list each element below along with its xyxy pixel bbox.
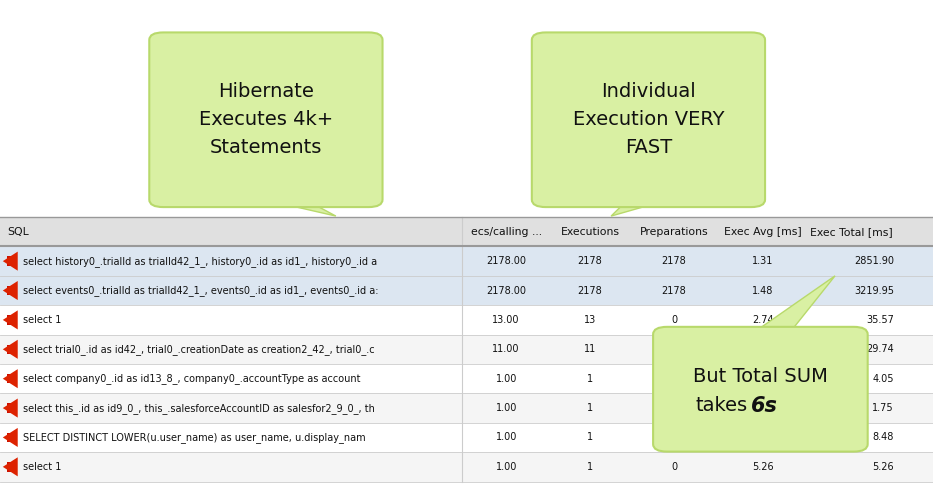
FancyBboxPatch shape	[149, 32, 383, 207]
Text: select this_.id as id9_0_, this_.salesforceAccountID as salesfor2_9_0_, th: select this_.id as id9_0_, this_.salesfo…	[23, 403, 375, 414]
Text: 2178: 2178	[661, 285, 687, 295]
FancyBboxPatch shape	[0, 276, 933, 305]
Text: 8.48: 8.48	[752, 433, 773, 443]
Text: 2.74: 2.74	[752, 315, 773, 325]
FancyBboxPatch shape	[0, 247, 933, 276]
Text: 2178.00: 2178.00	[486, 256, 526, 266]
Text: 11.00: 11.00	[493, 344, 520, 354]
Text: Exec Total [ms]: Exec Total [ms]	[810, 227, 893, 237]
FancyBboxPatch shape	[7, 403, 14, 413]
Polygon shape	[3, 399, 18, 418]
Text: select events0_.trialId as trialId42_1_, events0_.id as id1_, events0_.id a:: select events0_.trialId as trialId42_1_,…	[23, 285, 379, 296]
Text: 8.48: 8.48	[872, 433, 894, 443]
Text: 1: 1	[587, 403, 593, 413]
Text: 11: 11	[584, 344, 596, 354]
Polygon shape	[3, 369, 18, 388]
FancyBboxPatch shape	[7, 286, 14, 295]
Polygon shape	[630, 199, 667, 202]
Polygon shape	[264, 200, 336, 216]
Text: Executions: Executions	[561, 227, 620, 237]
FancyBboxPatch shape	[7, 344, 14, 354]
Text: 3219.95: 3219.95	[854, 285, 894, 295]
FancyBboxPatch shape	[0, 423, 933, 452]
Text: 35.57: 35.57	[866, 315, 894, 325]
Text: 1.48: 1.48	[752, 285, 773, 295]
Polygon shape	[3, 428, 18, 447]
Polygon shape	[751, 276, 835, 334]
Text: 2851.90: 2851.90	[854, 256, 894, 266]
FancyBboxPatch shape	[7, 462, 14, 472]
FancyBboxPatch shape	[0, 335, 933, 364]
Text: 2178: 2178	[578, 285, 603, 295]
Text: 1.75: 1.75	[872, 403, 894, 413]
Polygon shape	[3, 310, 18, 329]
Text: 1: 1	[587, 462, 593, 472]
Text: 0: 0	[671, 315, 677, 325]
Polygon shape	[611, 200, 669, 216]
Text: 5.26: 5.26	[872, 462, 894, 472]
Text: 1.00: 1.00	[495, 403, 517, 413]
FancyBboxPatch shape	[0, 393, 933, 423]
Text: 1.00: 1.00	[495, 462, 517, 472]
Text: 1.75: 1.75	[752, 403, 773, 413]
FancyBboxPatch shape	[7, 315, 14, 325]
Text: select trial0_.id as id42_, trial0_.creationDate as creation2_42_, trial0_.c: select trial0_.id as id42_, trial0_.crea…	[23, 344, 375, 355]
Text: 2.70: 2.70	[752, 344, 773, 354]
FancyBboxPatch shape	[0, 217, 933, 247]
Text: 1: 1	[671, 374, 677, 384]
Text: Preparations: Preparations	[640, 227, 708, 237]
Text: SQL: SQL	[7, 227, 29, 237]
Text: Exec Avg [ms]: Exec Avg [ms]	[724, 227, 801, 237]
Text: 2178: 2178	[661, 256, 687, 266]
FancyBboxPatch shape	[0, 217, 933, 482]
Polygon shape	[3, 457, 18, 477]
Text: select 1: select 1	[23, 462, 62, 472]
Polygon shape	[3, 281, 18, 300]
Polygon shape	[266, 199, 303, 202]
Text: takes: takes	[695, 396, 747, 415]
Text: 1: 1	[671, 403, 677, 413]
Text: 13: 13	[584, 315, 596, 325]
Text: Individual
Execution VERY
FAST: Individual Execution VERY FAST	[573, 82, 724, 157]
FancyBboxPatch shape	[0, 305, 933, 335]
Text: SELECT DISTINCT LOWER(u.user_name) as user_name, u.display_nam: SELECT DISTINCT LOWER(u.user_name) as us…	[23, 432, 366, 443]
Text: 1: 1	[587, 374, 593, 384]
Text: 1: 1	[671, 433, 677, 443]
Text: select history0_.trialId as trialId42_1_, history0_.id as id1_, history0_.id a: select history0_.trialId as trialId42_1_…	[23, 255, 378, 266]
Text: 11: 11	[668, 344, 680, 354]
Text: select 1: select 1	[23, 315, 62, 325]
Text: select company0_.id as id13_8_, company0_.accountType as account: select company0_.id as id13_8_, company0…	[23, 373, 361, 384]
Polygon shape	[3, 251, 18, 270]
Text: ecs/calling ...: ecs/calling ...	[470, 227, 542, 237]
Text: 1: 1	[587, 433, 593, 443]
Text: 0: 0	[671, 462, 677, 472]
Text: Hibernate
Executes 4k+
Statements: Hibernate Executes 4k+ Statements	[199, 82, 333, 157]
Text: But Total SUM: But Total SUM	[693, 367, 828, 386]
Text: 4.05: 4.05	[872, 374, 894, 384]
Text: 13.00: 13.00	[493, 315, 520, 325]
Polygon shape	[753, 332, 787, 336]
Text: 5.26: 5.26	[752, 462, 773, 472]
FancyBboxPatch shape	[0, 364, 933, 393]
Text: 29.74: 29.74	[866, 344, 894, 354]
Text: 6s: 6s	[751, 396, 778, 416]
FancyBboxPatch shape	[0, 452, 933, 482]
FancyBboxPatch shape	[7, 374, 14, 383]
Polygon shape	[3, 340, 18, 359]
Text: 1.31: 1.31	[752, 256, 773, 266]
FancyBboxPatch shape	[653, 327, 868, 452]
Text: 1.00: 1.00	[495, 374, 517, 384]
Text: 2178.00: 2178.00	[486, 285, 526, 295]
Text: 4.05: 4.05	[752, 374, 773, 384]
FancyBboxPatch shape	[7, 433, 14, 442]
FancyBboxPatch shape	[7, 256, 14, 266]
Text: 1.00: 1.00	[495, 433, 517, 443]
Text: 2178: 2178	[578, 256, 603, 266]
FancyBboxPatch shape	[532, 32, 765, 207]
